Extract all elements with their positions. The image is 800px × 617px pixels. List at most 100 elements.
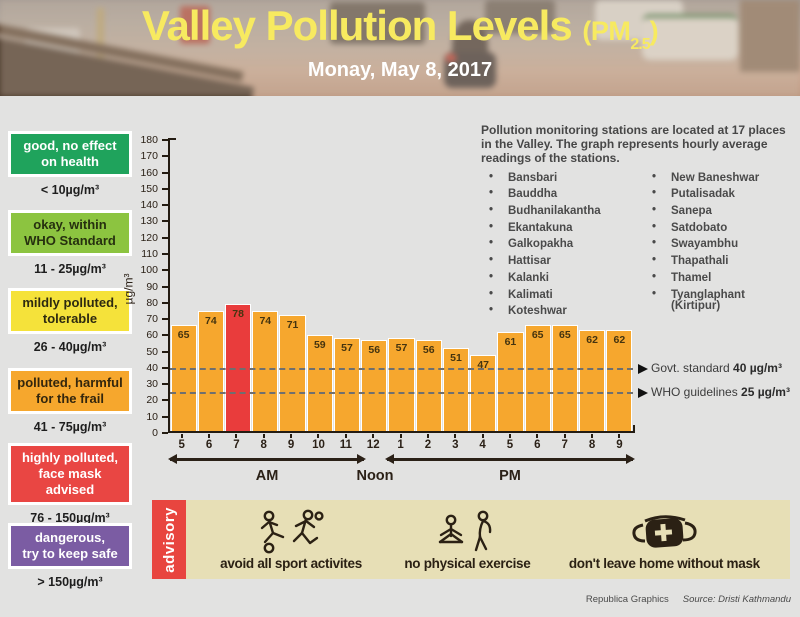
footer-source: Source: Dristi Kathmandu xyxy=(682,594,791,605)
bar-value: 57 xyxy=(341,342,353,355)
legend-item: mildly polluted, tolerable 26 - 40µg/m³ xyxy=(8,288,132,354)
station-item: Sanepa xyxy=(644,205,794,218)
legend-range: 76 - 150µg/m³ xyxy=(30,510,110,525)
station-item: Kalimati xyxy=(481,289,644,302)
y-tick-label: 130 xyxy=(140,215,158,228)
bar-value: 59 xyxy=(313,338,326,351)
bar: 59 xyxy=(306,334,333,431)
date-subtitle: Monay, May 8, 2017 xyxy=(307,59,493,81)
am-range-arrow xyxy=(168,454,366,463)
y-tick-label: 170 xyxy=(140,150,158,163)
bar: 74 xyxy=(252,310,279,431)
x-tick-label: 8 xyxy=(578,434,605,451)
bar: 51 xyxy=(442,347,470,431)
legend-box: mildly polluted, tolerable xyxy=(8,288,132,334)
bar-value: 62 xyxy=(613,334,626,347)
legend-range: 41 - 75µg/m³ xyxy=(33,419,107,434)
legend-range: 11 - 25µg/m³ xyxy=(34,261,106,276)
reference-line-label: Govt. standard 40 µg/m³ xyxy=(651,360,782,375)
y-tick-mark xyxy=(162,220,168,223)
pm-label: (PM xyxy=(582,16,631,46)
y-tick-mark xyxy=(162,334,168,337)
y-tick-label: 120 xyxy=(140,231,158,244)
page-title: Valley Pollution Levels (PM2.5) xyxy=(141,2,659,53)
pm-range-arrow xyxy=(385,454,635,463)
stations-intro-text: Pollution monitoring stations are locate… xyxy=(481,123,786,165)
stations-info: Pollution monitoring stations are locate… xyxy=(481,123,795,323)
y-tick-mark xyxy=(162,139,168,141)
y-tick-mark xyxy=(162,285,168,288)
advisory-band: avoid all sport activites no physical ex… xyxy=(186,500,790,579)
bar-value: 56 xyxy=(422,343,435,356)
station-item: Swayambhu xyxy=(644,239,794,251)
exercise-icon xyxy=(434,509,500,555)
x-tick-label: 9 xyxy=(606,434,633,451)
bar-value: 51 xyxy=(450,351,462,364)
legend-item: okay, within WHO Standard 11 - 25µg/m³ xyxy=(8,210,132,276)
y-tick-label: 60 xyxy=(146,329,158,342)
y-tick-label: 70 xyxy=(146,313,158,326)
x-tick-label: 7 xyxy=(223,434,250,451)
station-item: Putalisadak xyxy=(644,188,794,201)
bar-value: 65 xyxy=(177,329,190,342)
reference-arrow-icon xyxy=(638,363,648,374)
x-tick-label: 4 xyxy=(469,434,496,451)
station-item: Bansbari xyxy=(481,172,644,185)
legend-box: polluted, harmful for the frail xyxy=(8,368,132,414)
station-item: Thapathali xyxy=(644,255,794,268)
bar: 65 xyxy=(524,325,551,431)
y-tick-label: 110 xyxy=(141,247,158,260)
bar: 62 xyxy=(606,330,633,431)
bar-value: 62 xyxy=(586,334,598,347)
y-tick-label: 80 xyxy=(146,296,158,309)
y-tick-label: 140 xyxy=(140,199,158,212)
y-tick-mark xyxy=(162,350,168,353)
x-tick-label: 8 xyxy=(250,434,277,451)
reference-line: WHO guidelines 25 µg/m³ xyxy=(170,385,790,399)
station-item: Ekantakuna xyxy=(481,222,644,235)
x-tick-label: 2 xyxy=(414,434,441,451)
y-tick-label: 50 xyxy=(146,345,158,358)
y-axis-unit-label: µg/m³ xyxy=(121,273,136,305)
y-tick-label: 0 xyxy=(152,427,158,439)
bar: 62 xyxy=(579,330,606,431)
y-tick-mark xyxy=(162,301,168,304)
y-tick-label: 90 xyxy=(146,280,158,293)
legend-item: dangerous, try to keep safe > 150µg/m³ xyxy=(8,523,132,589)
bar-value: 74 xyxy=(259,314,272,327)
x-tick-label: 9 xyxy=(277,434,304,451)
advisory-tab: advisory xyxy=(152,500,186,579)
bar-value: 47 xyxy=(477,358,490,371)
legend-range: 26 - 40µg/m³ xyxy=(33,339,107,354)
reference-arrow-icon xyxy=(638,388,648,399)
x-tick-label: 5 xyxy=(496,434,523,451)
reference-line-label: WHO guidelines 25 µg/m³ xyxy=(651,385,790,400)
x-tick-label: 1 xyxy=(387,434,414,451)
sports-icon xyxy=(254,509,328,555)
bar: 65 xyxy=(170,325,197,431)
advisory-item-sports: avoid all sport activites xyxy=(194,506,388,571)
legend-item: good, no effect on health < 10µg/m³ xyxy=(8,131,132,197)
bar-value: 71 xyxy=(286,319,299,332)
x-tick-label: 10 xyxy=(305,434,332,451)
station-item: Hattisar xyxy=(481,255,644,268)
y-tick-mark xyxy=(162,252,168,255)
bar: 57 xyxy=(333,338,361,431)
y-tick-label: 160 xyxy=(140,166,158,179)
station-item: Tyanglaphant (Kirtipur) xyxy=(644,289,794,313)
y-tick-mark xyxy=(162,171,168,174)
bar: 65 xyxy=(551,325,579,431)
pm-subscript: 2.5 xyxy=(630,36,650,53)
station-item: Satdobato xyxy=(644,222,794,235)
y-tick-label: 20 xyxy=(146,394,158,407)
bar-highlighted: 78 xyxy=(224,304,252,431)
bar-value: 65 xyxy=(559,329,571,342)
bar: 74 xyxy=(197,310,224,431)
legend-range: < 10µg/m³ xyxy=(40,182,100,197)
pm-label: PM xyxy=(499,468,521,484)
y-tick-label: 100 xyxy=(140,264,158,277)
legend-item: highly polluted, face mask advised 76 - 15… xyxy=(8,443,132,525)
x-tick-label: 12 xyxy=(360,434,387,451)
station-item: Budhanilakantha xyxy=(481,205,644,218)
reference-line: Govt. standard 40 µg/m³ xyxy=(170,361,782,375)
